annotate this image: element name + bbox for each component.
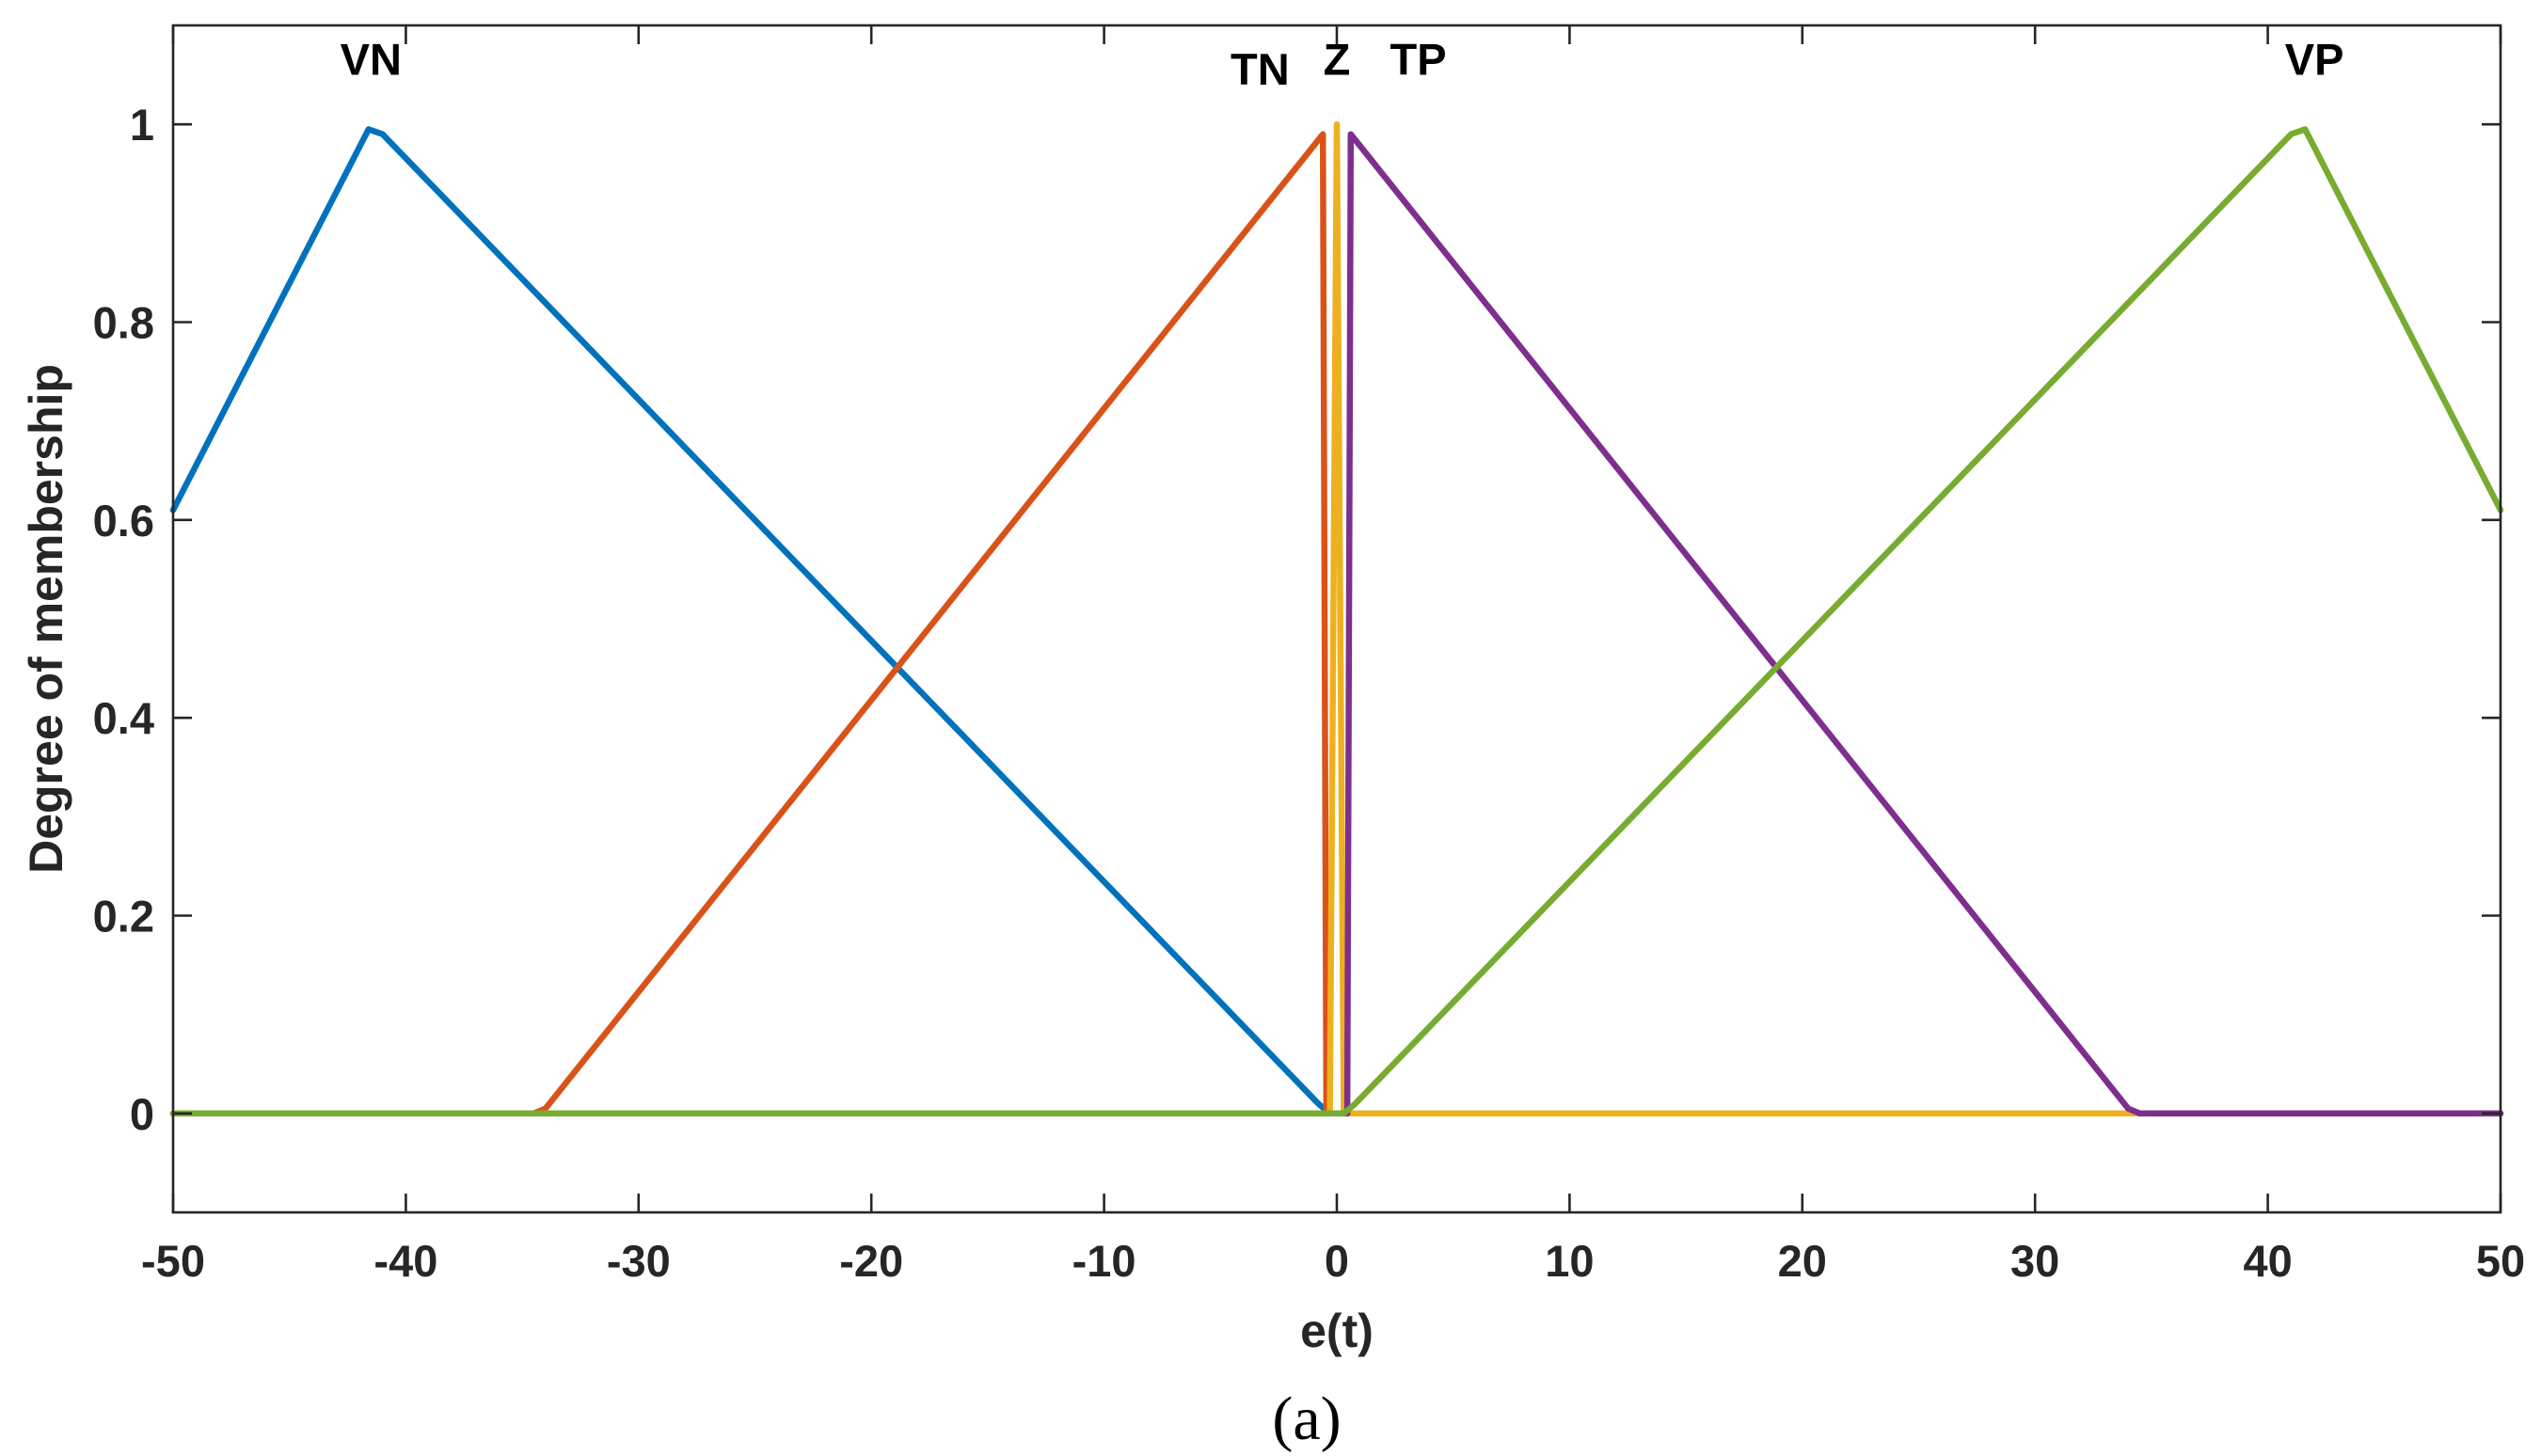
figure-caption: (a) [1272, 1385, 1341, 1453]
ticks-layer: -50 -40 -30 -20 -10 0 10 20 30 40 50 0 0.2 0.4 0.6 0.8 1 [93, 25, 2525, 1286]
series-label-z: Z [1324, 35, 1351, 85]
annotations-layer: VN TN Z TP VP [341, 35, 2344, 95]
x-tick-label: 10 [1545, 1236, 1594, 1286]
series-label-tp: TP [1390, 35, 1447, 85]
y-tick-label: 0.6 [93, 496, 154, 546]
x-tick-label: 30 [2010, 1236, 2059, 1286]
series-layer [169, 120, 2504, 1117]
series-label-tn: TN [1231, 44, 1290, 94]
x-tick-label: -40 [373, 1236, 437, 1286]
series-label-vn: VN [341, 35, 402, 85]
y-tick-label: 0.8 [93, 298, 154, 348]
x-tick-label: 40 [2243, 1236, 2292, 1286]
x-tick-label: -10 [1072, 1236, 1136, 1286]
y-tick-label: 1 [130, 100, 154, 150]
y-axis-label: Degree of membership [20, 364, 72, 874]
x-tick-label: 20 [1778, 1236, 1827, 1286]
series-line-vp [169, 126, 2504, 1117]
x-tick-label: -50 [141, 1236, 205, 1286]
y-tick-label: 0.2 [93, 892, 154, 942]
x-axis-label: e(t) [1300, 1305, 1374, 1357]
y-tick-label: 0 [130, 1089, 154, 1139]
y-tick-label: 0.4 [93, 693, 154, 743]
series-label-vp: VP [2285, 35, 2344, 85]
x-tick-label: 50 [2476, 1236, 2525, 1286]
x-tick-label: 0 [1325, 1236, 1349, 1286]
x-tick-label: -20 [839, 1236, 903, 1286]
x-tick-label: -30 [607, 1236, 671, 1286]
